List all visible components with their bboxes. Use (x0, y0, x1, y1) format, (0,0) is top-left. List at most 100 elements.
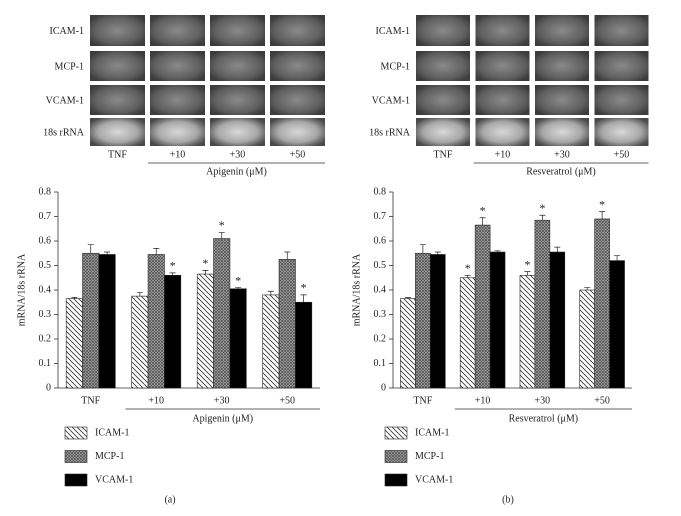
error-bar (87, 244, 94, 254)
bar (147, 254, 165, 389)
gel-band (416, 51, 470, 81)
x-tick-label: TNF (81, 395, 100, 406)
error-bar (479, 217, 486, 226)
y-tick-label: 0.3 (374, 309, 387, 320)
legend-label: MCP-1 (95, 451, 124, 462)
y-tick-label: 0.6 (39, 235, 52, 246)
bar (534, 219, 551, 389)
error-bar (434, 251, 441, 255)
gel-row-label: VCAM-1 (46, 95, 84, 106)
error-bar (599, 211, 606, 219)
gel-band (90, 85, 145, 115)
y-tick-label: 0.2 (374, 333, 387, 344)
bar (415, 252, 431, 389)
legend-swatch (384, 426, 408, 440)
bar (262, 294, 280, 389)
x-tick-label: +50 (594, 395, 610, 406)
y-tick-label: 0.8 (374, 186, 387, 197)
gel-band (535, 51, 589, 81)
gel-lane-label: +30 (554, 149, 570, 160)
significance-marker: * (170, 259, 176, 273)
error-bar (202, 270, 209, 275)
gel-band (475, 51, 530, 81)
gel-band (594, 51, 649, 81)
bar (278, 259, 296, 389)
legend-swatch (384, 450, 408, 463)
y-tick-label: 0.2 (39, 333, 52, 344)
gel-band (210, 85, 265, 115)
x-tick-label: +10 (148, 395, 164, 406)
gel-band (150, 85, 205, 115)
x-tick-label: +30 (535, 395, 551, 406)
bar (229, 288, 247, 389)
error-bar (419, 244, 426, 254)
error-bar (71, 297, 78, 299)
bar (594, 218, 610, 389)
gel-band (594, 15, 649, 46)
gel-band (535, 15, 589, 46)
significance-marker: * (465, 261, 471, 275)
legend-label: ICAM-1 (95, 427, 129, 438)
gel-band (270, 118, 325, 146)
gel-band (270, 51, 325, 81)
legend-label: ICAM-1 (415, 427, 449, 438)
error-bar (136, 292, 143, 297)
gel-row-label: 18s rRNA (43, 127, 85, 138)
significance-marker: * (301, 281, 307, 295)
significance-marker: * (599, 197, 605, 211)
bar (609, 260, 625, 389)
legend-swatch (64, 473, 88, 487)
error-bar (494, 250, 501, 253)
significance-marker: * (524, 257, 530, 271)
gel-band (594, 85, 649, 115)
bar (164, 274, 182, 389)
gel-lane-label: +10 (170, 149, 186, 160)
gel-row-label: ICAM-1 (376, 26, 410, 37)
y-axis-label: mRNA/18s rRNA (16, 253, 27, 326)
gel-band (90, 51, 145, 81)
error-bar (539, 214, 546, 221)
gel-row-label: MCP-1 (381, 61, 410, 72)
x-axis-label: Resveratrol (μM) (509, 413, 579, 424)
bar (474, 224, 491, 389)
bar (489, 251, 506, 389)
gel-band (475, 15, 530, 46)
gel-band (416, 118, 470, 146)
gel-band (270, 15, 325, 46)
x-tick-label: +30 (214, 395, 230, 406)
y-tick-label: 0.5 (39, 260, 52, 271)
y-tick-label: 0.8 (39, 186, 52, 197)
gel-lane-label: +50 (290, 149, 306, 160)
y-tick-label: 0.7 (39, 211, 52, 222)
gel-band (150, 15, 205, 46)
legend-label: MCP-1 (415, 451, 444, 462)
bar (196, 273, 214, 389)
bar (98, 254, 116, 389)
y-tick-label: 0.4 (374, 284, 387, 295)
error-bar (169, 272, 176, 276)
legend-swatch (384, 473, 408, 487)
error-bar (300, 294, 307, 303)
bar (82, 252, 100, 389)
y-tick-label: 0.1 (374, 358, 387, 369)
error-bar (614, 255, 621, 261)
significance-marker: * (480, 203, 486, 217)
bar (213, 238, 231, 389)
bar (519, 274, 536, 389)
y-tick-label: 0.1 (39, 358, 52, 369)
gel-band (270, 85, 325, 115)
panel-caption: (b) (502, 494, 514, 505)
error-bar (153, 248, 160, 255)
bar (430, 254, 446, 389)
gel-row-label: ICAM-1 (50, 26, 84, 37)
bar (549, 251, 566, 389)
y-tick-label: 0.4 (39, 284, 52, 295)
legend-swatch (64, 426, 88, 440)
x-tick-label: +10 (475, 395, 491, 406)
error-bar (267, 290, 274, 295)
error-bar (235, 287, 242, 289)
y-tick-label: 0 (381, 382, 386, 393)
error-bar (104, 251, 111, 255)
bar (131, 295, 149, 389)
error-bar (554, 246, 561, 253)
